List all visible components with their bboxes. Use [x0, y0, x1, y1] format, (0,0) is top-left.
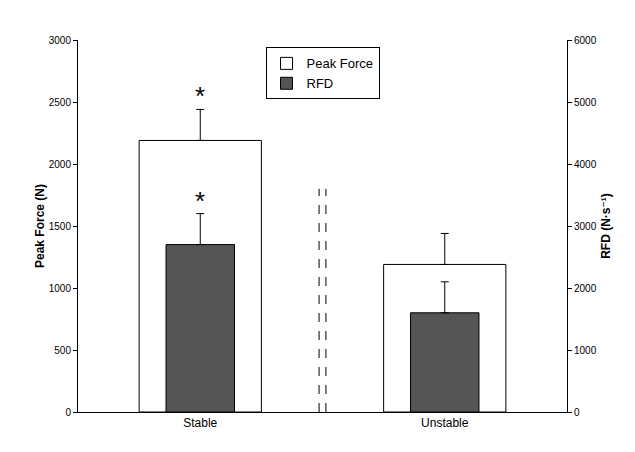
svg-text:1000: 1000 [49, 283, 72, 294]
svg-text:500: 500 [54, 345, 71, 356]
svg-text:6000: 6000 [574, 35, 597, 46]
svg-text:1000: 1000 [574, 345, 597, 356]
svg-text:5000: 5000 [574, 97, 597, 108]
svg-text:*: * [195, 81, 205, 111]
svg-text:3000: 3000 [49, 35, 72, 46]
svg-text:3000: 3000 [574, 221, 597, 232]
svg-text:0: 0 [65, 407, 71, 418]
svg-text:4000: 4000 [574, 159, 597, 170]
svg-text:*: * [195, 186, 205, 216]
svg-text:1500: 1500 [49, 221, 72, 232]
svg-text:2000: 2000 [49, 159, 72, 170]
svg-text:Unstable: Unstable [421, 416, 469, 430]
svg-text:Peak Force (N): Peak Force (N) [33, 184, 47, 268]
svg-text:Stable: Stable [183, 416, 217, 430]
svg-text:2500: 2500 [49, 97, 72, 108]
svg-text:Peak Force: Peak Force [307, 56, 373, 71]
svg-text:0: 0 [574, 407, 580, 418]
svg-text:2000: 2000 [574, 283, 597, 294]
svg-text:RFD: RFD [307, 76, 334, 91]
svg-text:RFD (N·s⁻¹): RFD (N·s⁻¹) [599, 193, 613, 259]
